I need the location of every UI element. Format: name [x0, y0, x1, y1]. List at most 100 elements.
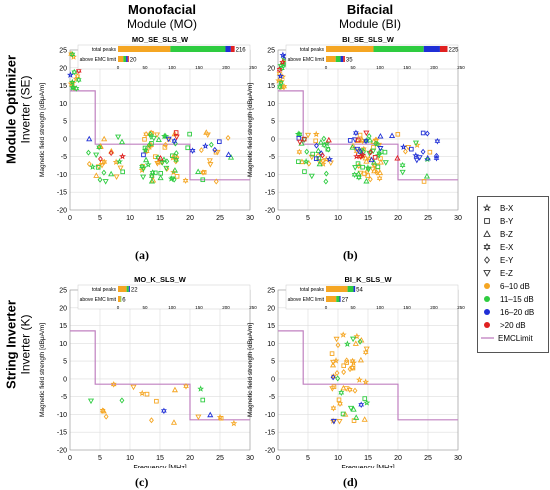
above-limit-bar-segment — [120, 296, 122, 302]
data-point — [363, 130, 370, 137]
data-point — [150, 135, 157, 142]
data-point — [423, 173, 431, 179]
data-point — [420, 130, 426, 136]
data-point — [185, 145, 190, 151]
data-point — [115, 158, 124, 165]
data-point — [216, 413, 224, 421]
data-point — [161, 407, 167, 415]
x-tick-label: 0 — [276, 455, 280, 462]
data-point — [349, 357, 356, 365]
bar-tick-label: 150 — [195, 65, 203, 70]
data-point — [120, 169, 125, 175]
above-limit-value: 20 — [130, 58, 137, 64]
data-point — [355, 161, 361, 166]
data-point — [86, 149, 91, 156]
x-tick-label: 20 — [186, 455, 194, 462]
data-point — [162, 145, 168, 150]
data-point — [420, 148, 426, 155]
legend-marker — [483, 242, 491, 252]
data-point — [155, 136, 162, 142]
data-point — [363, 346, 370, 353]
data-point — [101, 135, 108, 142]
above-limit-bar-segment — [123, 56, 127, 62]
x-tick-label: 30 — [454, 455, 462, 462]
data-point — [376, 150, 382, 157]
total-peaks-bar-segment — [170, 46, 226, 52]
y-tick-label: -20 — [265, 208, 275, 215]
row-title-string-inverter: String Inverter Inverter (K) — [4, 275, 33, 415]
data-point — [276, 66, 283, 74]
x-tick-label: 10 — [334, 455, 342, 462]
data-point — [86, 160, 92, 167]
data-point — [315, 147, 322, 154]
y-axis-label: Magnetic field strength [dBμA/m] — [247, 83, 254, 177]
data-point — [161, 132, 168, 140]
data-point — [198, 147, 204, 154]
data-point — [207, 411, 214, 418]
data-point — [230, 419, 238, 427]
legend-label: B-Z — [500, 230, 513, 239]
legend-color-dot — [484, 309, 490, 315]
bar-tick-label: 200 — [222, 65, 230, 70]
total-peaks-value: 22 — [131, 288, 138, 294]
legend-label: B-Y — [500, 217, 514, 226]
total-peaks-bar-segment — [225, 46, 231, 52]
data-point — [279, 58, 286, 66]
data-point — [197, 385, 204, 392]
data-point — [363, 137, 369, 145]
data-point — [366, 133, 372, 140]
data-point — [163, 165, 170, 172]
data-point — [323, 170, 329, 177]
y-tick-label: -10 — [57, 172, 67, 179]
bar-tick-label: 250 — [249, 65, 257, 70]
y-tick-label: -10 — [265, 172, 275, 179]
total-peaks-label: total peaks — [92, 287, 117, 293]
data-point — [298, 158, 306, 165]
x-tick-label: 0 — [68, 455, 72, 462]
data-point — [353, 332, 361, 340]
row-title-module-optimizer: Module Optimizer Inverter (SE) — [4, 40, 33, 180]
y-tick-label: 25 — [59, 48, 67, 55]
data-point — [347, 366, 353, 373]
data-point — [275, 76, 282, 84]
data-point — [142, 137, 147, 142]
data-point — [157, 174, 164, 181]
data-point — [170, 153, 175, 159]
y-tick-label: -5 — [61, 394, 67, 401]
above-limit-value: 27 — [342, 298, 349, 304]
y-tick-label: 15 — [59, 323, 67, 330]
data-point — [68, 78, 76, 86]
data-point — [434, 137, 441, 145]
data-point — [323, 178, 329, 185]
data-point — [150, 176, 157, 183]
y-tick-label: -20 — [57, 208, 67, 215]
column-title-bifacial: Bifacial Module (BI) — [290, 3, 450, 32]
data-point — [316, 156, 322, 161]
legend-color-dot — [484, 296, 490, 302]
y-tick-label: -20 — [265, 448, 275, 455]
data-point — [302, 157, 310, 165]
data-point — [296, 135, 302, 141]
x-tick-label: 0 — [276, 215, 280, 222]
x-tick-label: 25 — [424, 215, 432, 222]
above-limit-bar-segment — [126, 56, 128, 62]
x-tick-label: 25 — [216, 455, 224, 462]
bar-tick-label: 150 — [195, 305, 203, 310]
data-point — [102, 179, 109, 185]
data-point — [208, 141, 214, 148]
data-point — [118, 138, 126, 145]
y-tick-label: 10 — [59, 101, 67, 108]
data-point — [86, 135, 93, 142]
column-title-normal: Module (MO) — [126, 17, 197, 31]
data-point — [365, 173, 370, 178]
x-tick-label: 25 — [424, 455, 432, 462]
y-tick-label: 25 — [267, 288, 275, 295]
bar-tick-label: 200 — [222, 305, 230, 310]
data-point — [394, 154, 401, 161]
above-limit-label: above EMC limit — [288, 57, 325, 63]
data-point — [149, 417, 154, 424]
data-point — [168, 175, 175, 182]
data-point — [376, 174, 383, 182]
data-point — [171, 137, 178, 145]
total-peaks-label: total peaks — [300, 287, 325, 293]
